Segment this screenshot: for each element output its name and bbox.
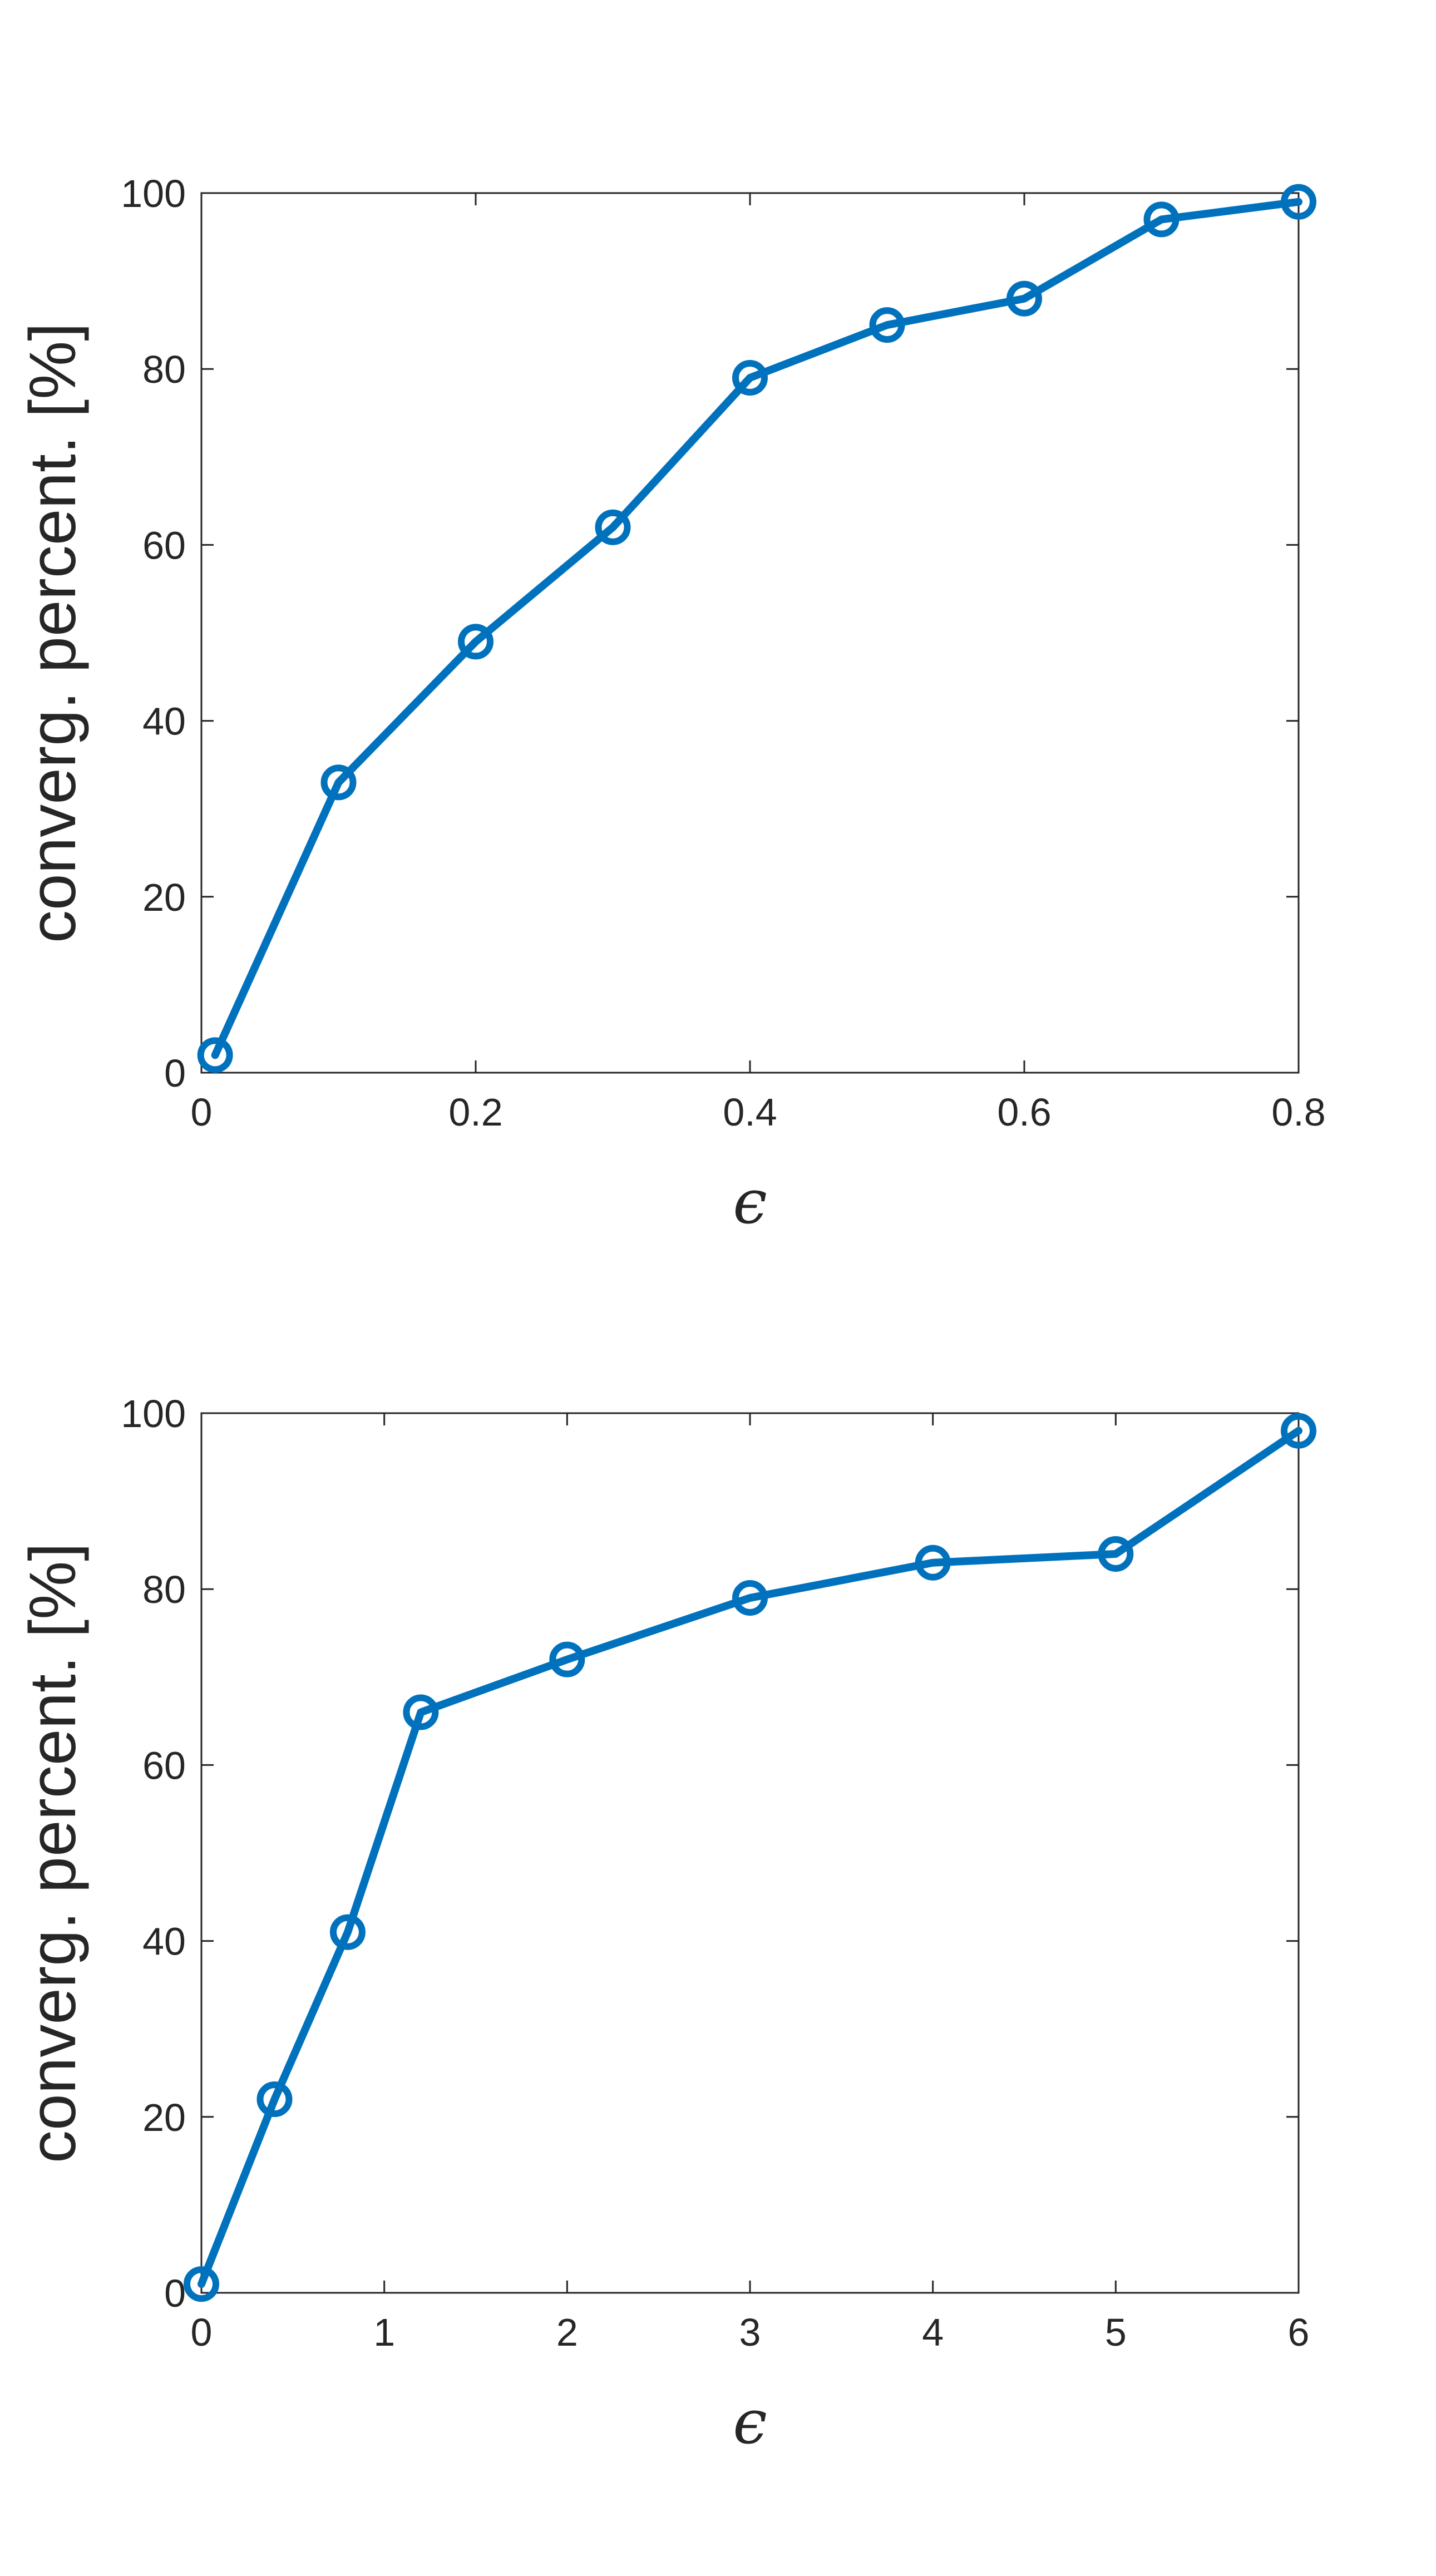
x-tick-label-bottom: 3: [739, 2311, 761, 2354]
data-point-top: [595, 509, 631, 545]
x-tick-label-top: 0.6: [997, 1090, 1051, 1134]
data-point-top: [197, 1037, 233, 1073]
ticks-top: [200, 192, 1300, 1074]
data-point-bottom: [915, 1544, 951, 1581]
series-line-top: [211, 198, 1302, 1059]
y-tick-label-top: 80: [142, 348, 186, 391]
y-tick-label-bottom: 20: [142, 2096, 186, 2139]
x-tick-label-bottom: 0: [191, 2311, 213, 2354]
data-point-top: [1006, 280, 1042, 317]
tick-labels-top: 0 0.2 0.4 0.6 0.8 0 20 40 60 80 100: [121, 172, 1325, 1134]
y-tick-label-top: 60: [142, 524, 186, 567]
chart-top: 0 0.2 0.4 0.6 0.8 0 20 40 60 80 100 converg. perce…: [16, 172, 1326, 1237]
x-tick-label-top: 0: [191, 1090, 213, 1134]
data-point-top: [732, 360, 768, 396]
y-tick-label-top: 0: [164, 1052, 186, 1095]
x-tick-label-bottom: 4: [922, 2311, 944, 2354]
x-tick-label-bottom: 2: [556, 2311, 578, 2354]
data-point-top: [320, 764, 357, 801]
data-point-bottom: [184, 2266, 219, 2302]
x-tick-label-bottom: 5: [1105, 2311, 1127, 2354]
series-line-bottom: [198, 1427, 1302, 2288]
y-tick-label-bottom: 100: [121, 1392, 186, 1435]
data-point-bottom: [732, 1580, 768, 1616]
y-tick-label-top: 20: [142, 876, 186, 919]
data-point-bottom: [329, 1914, 366, 1950]
x-tick-label-top: 0.2: [448, 1090, 502, 1134]
data-point-top: [1281, 184, 1316, 220]
data-point-top: [869, 307, 905, 343]
x-tick-label-top: 0.4: [723, 1090, 777, 1134]
y-tick-label-bottom: 0: [164, 2272, 186, 2315]
plot-area-top: [200, 192, 1300, 1074]
x-axis-label-bottom: ϵ: [733, 2386, 767, 2457]
x-tick-label-top: 0.8: [1271, 1090, 1325, 1134]
x-tick-label-bottom: 1: [373, 2311, 395, 2354]
ticks-bottom: [200, 1412, 1300, 2294]
y-tick-label-top: 40: [142, 700, 186, 743]
y-axis-label-top: converg. percent. [%]: [16, 323, 90, 943]
data-point-bottom: [403, 1694, 439, 1730]
y-tick-label-bottom: 80: [142, 1568, 186, 1611]
markers-bottom: [184, 1413, 1316, 2302]
data-point-bottom: [549, 1641, 585, 1677]
data-point-bottom: [1098, 1536, 1134, 1572]
data-point-bottom: [256, 2081, 293, 2118]
y-tick-label-bottom: 60: [142, 1744, 186, 1787]
data-point-bottom: [1281, 1413, 1316, 1449]
markers-top: [197, 184, 1316, 1073]
x-tick-label-bottom: 6: [1288, 2311, 1310, 2354]
y-tick-label-bottom: 40: [142, 1920, 186, 1963]
data-point-top: [1143, 201, 1180, 238]
y-tick-label-top: 100: [121, 172, 186, 215]
data-point-top: [458, 624, 494, 660]
y-axis-label-bottom: converg. percent. [%]: [16, 1543, 90, 2163]
x-axis-label-top: ϵ: [733, 1166, 767, 1237]
